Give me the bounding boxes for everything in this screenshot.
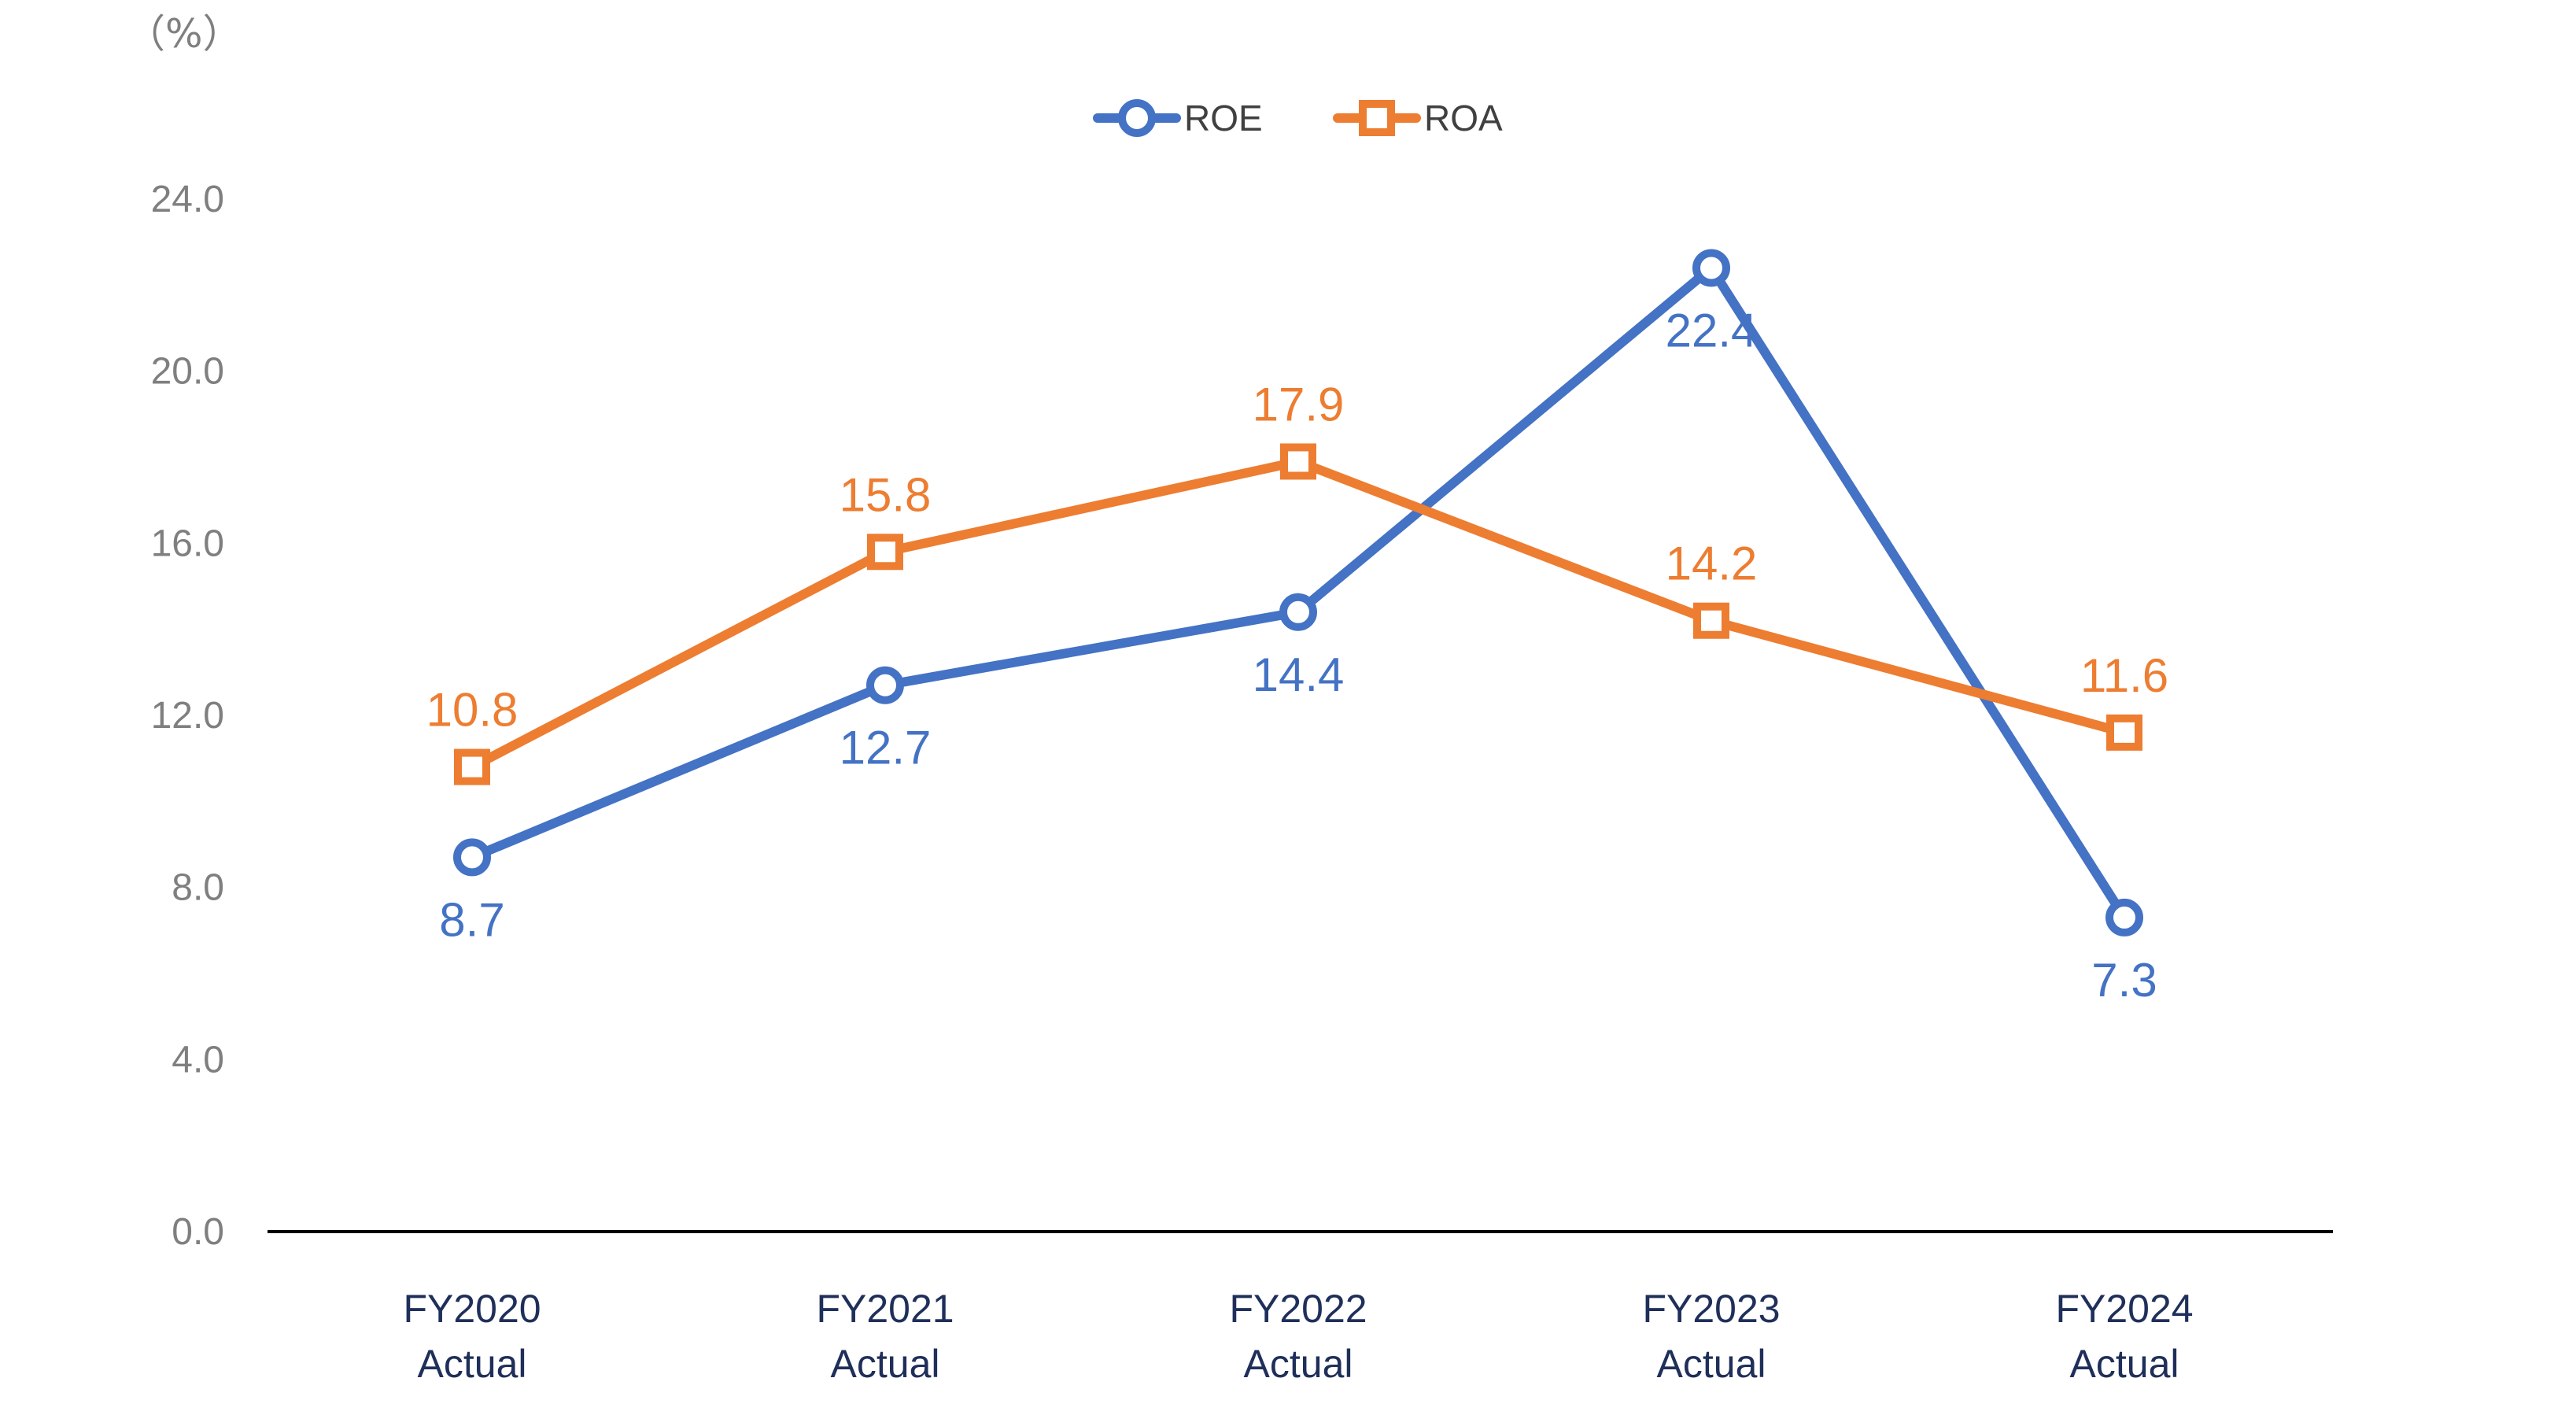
x-category-label-line: FY2020 — [403, 1287, 541, 1331]
roe-data-label: 7.3 — [2091, 954, 2157, 1007]
roa-point — [1280, 443, 1316, 480]
y-tick-label: 16.0 — [151, 523, 224, 564]
x-category-label-line: FY2022 — [1229, 1287, 1367, 1331]
roe-data-label: 8.7 — [439, 893, 504, 946]
roe-point — [866, 666, 904, 704]
roa-data-label: 15.8 — [840, 468, 932, 521]
x-category-label: FY2023 Actual — [1642, 1287, 1780, 1386]
legend-item-roe: ROE — [1093, 98, 1263, 139]
roe-data-label: 22.4 — [1666, 304, 1758, 356]
roa-data-label: 17.9 — [1253, 378, 1345, 430]
y-tick-label: 8.0 — [172, 867, 224, 909]
roa-data-label: 10.8 — [426, 684, 519, 737]
roa-point — [1693, 602, 1729, 639]
legend-label: ROA — [1424, 98, 1503, 139]
roa-data-label: 11.6 — [2080, 649, 2168, 702]
roa-point — [2106, 714, 2142, 751]
y-tick-label: 24.0 — [151, 179, 224, 220]
roe-point — [1692, 249, 1730, 287]
series-layer: 8.7 12.7 14.4 22.4 7.3 10.8 15.8 17.9 14.2 11.6 — [426, 249, 2168, 1007]
y-tick-label: 0.0 — [172, 1211, 224, 1253]
x-category-label: FY2024 Actual — [2055, 1287, 2193, 1386]
legend-marker — [1118, 99, 1156, 137]
x-category-label-line: FY2021 — [816, 1287, 954, 1331]
y-tick-label: 12.0 — [151, 695, 224, 737]
roa-data-label: 14.2 — [1666, 538, 1758, 590]
x-category-label-line: Actual — [1657, 1342, 1766, 1386]
x-category-label: FY2020 Actual — [403, 1287, 541, 1386]
roe-point — [1279, 593, 1317, 631]
roe-point — [453, 838, 491, 877]
x-category-label-line: Actual — [418, 1342, 527, 1386]
y-tick-label: 20.0 — [151, 351, 224, 393]
roe-data-label: 12.7 — [840, 722, 932, 774]
y-tick-label: 4.0 — [172, 1039, 224, 1081]
legend-label: ROE — [1184, 98, 1263, 139]
roa-point — [454, 748, 490, 785]
series-roe: 8.7 12.7 14.4 22.4 7.3 — [439, 249, 2157, 1007]
roe-point — [2105, 898, 2143, 937]
x-category-label: FY2022 Actual — [1229, 1287, 1367, 1386]
y-axis-unit-label: （%） — [126, 11, 242, 57]
roe-data-label: 14.4 — [1253, 648, 1345, 701]
series-roa: 10.8 15.8 17.9 14.2 11.6 — [426, 378, 2168, 785]
x-category-label-line: Actual — [2070, 1342, 2179, 1386]
legend-marker — [1359, 100, 1395, 136]
x-category-label-line: Actual — [831, 1342, 940, 1386]
y-axis-ticks: 0.0 4.0 8.0 12.0 16.0 20.0 24.0 — [151, 179, 224, 1253]
x-category-label-line: FY2024 — [2055, 1287, 2193, 1331]
legend-item-roa: ROA — [1333, 98, 1503, 139]
roe-line — [467, 263, 2129, 922]
legend: ROE ROA — [1093, 98, 1503, 139]
x-category-label-line: Actual — [1244, 1342, 1353, 1386]
x-category-label-line: FY2023 — [1642, 1287, 1780, 1331]
roa-point — [867, 534, 903, 571]
x-category-label: FY2021 Actual — [816, 1287, 954, 1386]
